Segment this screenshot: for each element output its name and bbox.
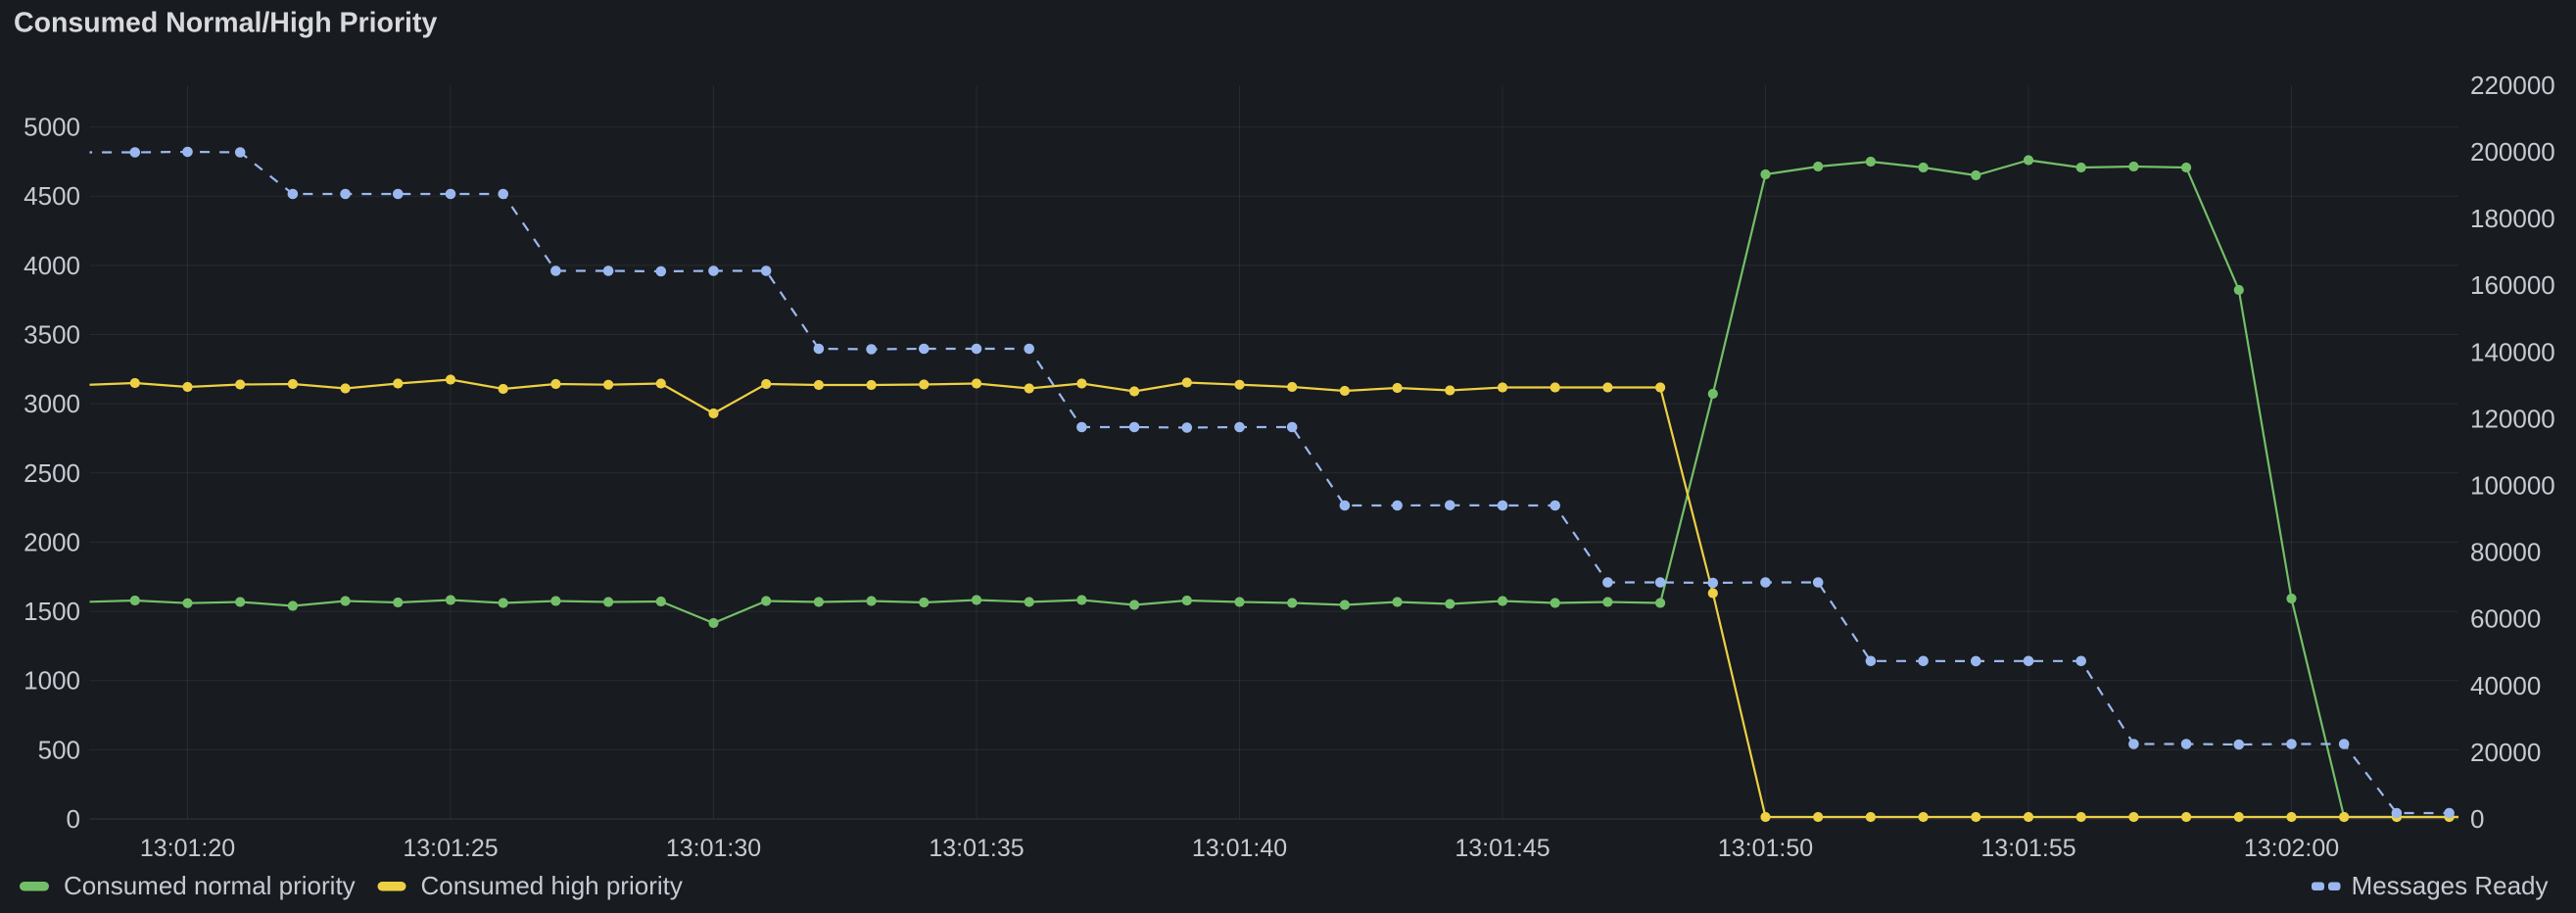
svg-text:Consumed high priority: Consumed high priority (421, 871, 683, 900)
svg-text:5000: 5000 (24, 113, 80, 142)
svg-text:180000: 180000 (2470, 204, 2555, 233)
svg-text:4500: 4500 (24, 181, 80, 211)
svg-text:0: 0 (67, 804, 80, 834)
svg-text:2500: 2500 (24, 458, 80, 488)
svg-text:13:01:45: 13:01:45 (1455, 835, 1550, 862)
svg-text:1000: 1000 (24, 666, 80, 696)
svg-text:200000: 200000 (2470, 137, 2555, 167)
svg-text:3000: 3000 (24, 389, 80, 418)
svg-text:13:01:40: 13:01:40 (1192, 835, 1287, 862)
svg-text:60000: 60000 (2470, 604, 2541, 634)
svg-text:120000: 120000 (2470, 404, 2555, 433)
svg-text:220000: 220000 (2470, 71, 2555, 100)
svg-text:4000: 4000 (24, 251, 80, 280)
svg-text:0: 0 (2470, 804, 2484, 834)
svg-text:40000: 40000 (2470, 671, 2541, 700)
svg-text:13:01:25: 13:01:25 (403, 835, 498, 862)
svg-text:100000: 100000 (2470, 471, 2555, 501)
svg-text:13:01:55: 13:01:55 (1980, 835, 2075, 862)
svg-text:1500: 1500 (24, 597, 80, 626)
svg-text:500: 500 (38, 735, 80, 764)
svg-text:13:01:30: 13:01:30 (666, 835, 761, 862)
svg-text:13:01:50: 13:01:50 (1718, 835, 1813, 862)
svg-text:Consumed Normal/High Priority: Consumed Normal/High Priority (14, 8, 437, 39)
svg-text:20000: 20000 (2470, 738, 2541, 767)
svg-text:13:02:00: 13:02:00 (2244, 835, 2339, 862)
svg-text:Consumed normal priority: Consumed normal priority (64, 871, 356, 900)
svg-text:13:01:20: 13:01:20 (140, 835, 235, 862)
svg-text:80000: 80000 (2470, 538, 2541, 567)
svg-text:3500: 3500 (24, 320, 80, 350)
svg-text:Messages Ready: Messages Ready (2352, 871, 2549, 900)
svg-text:140000: 140000 (2470, 337, 2555, 366)
svg-text:160000: 160000 (2470, 270, 2555, 300)
svg-text:13:01:35: 13:01:35 (929, 835, 1024, 862)
svg-text:2000: 2000 (24, 527, 80, 556)
